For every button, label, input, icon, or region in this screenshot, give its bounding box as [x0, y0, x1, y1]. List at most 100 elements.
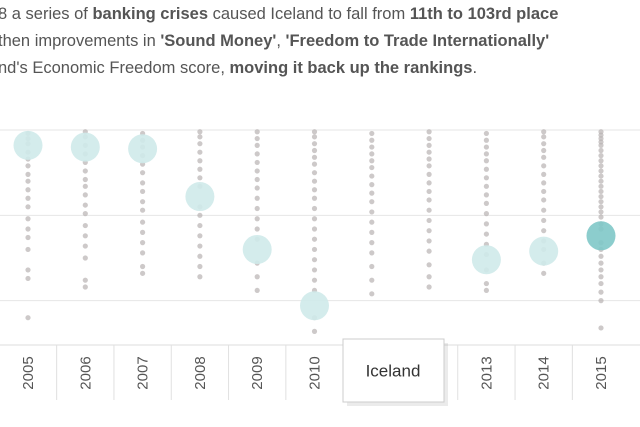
country-dot	[197, 222, 203, 229]
country-dot	[598, 158, 604, 164]
country-dot	[598, 298, 604, 304]
country-dot	[598, 193, 604, 200]
intro-segment: 'Freedom to Trade Internationally'	[286, 32, 550, 50]
country-dot	[426, 156, 432, 162]
country-dot	[82, 183, 88, 189]
country-dot	[197, 253, 203, 259]
x-tick-label: 2014	[536, 356, 553, 389]
country-dot	[25, 187, 31, 193]
country-dot	[25, 195, 31, 201]
country-dot	[426, 274, 432, 280]
country-dot	[197, 274, 203, 280]
country-dot	[598, 168, 604, 174]
country-dot	[25, 178, 31, 184]
country-dot	[483, 231, 489, 237]
country-dot	[82, 277, 88, 283]
country-dot	[254, 287, 260, 294]
country-dot	[140, 180, 146, 186]
country-dot	[541, 147, 547, 154]
country-dot	[598, 153, 604, 159]
country-dot	[598, 267, 604, 273]
highlight-dot	[300, 291, 329, 321]
country-dot	[598, 147, 604, 154]
country-dot	[25, 315, 31, 321]
country-dot	[426, 197, 432, 203]
country-dot	[426, 142, 432, 148]
country-dot	[140, 199, 146, 205]
country-dot	[598, 274, 604, 280]
intro-segment: moving it back up the rankings	[230, 59, 473, 77]
country-dot	[197, 141, 203, 147]
country-dot	[197, 158, 203, 164]
country-dot	[140, 250, 146, 256]
country-dot	[82, 211, 88, 217]
country-dot	[25, 234, 31, 241]
country-dot	[426, 180, 432, 186]
intro-segment: 'Sound Money'	[160, 32, 276, 50]
country-dot	[483, 166, 489, 172]
country-dot	[483, 183, 489, 189]
x-axis: 2005 2006 2007 2008 2009 2010 2013 2014 2015	[0, 344, 640, 400]
country-dot	[197, 263, 203, 270]
country-dot	[311, 246, 318, 253]
country-dot	[369, 182, 375, 188]
country-dot	[369, 209, 375, 215]
country-dot	[254, 135, 260, 142]
country-dot	[197, 212, 203, 218]
highlight-dot	[586, 221, 616, 251]
country-dot	[140, 170, 146, 176]
intro-text: 8 a series of banking crises caused Icel…	[0, 5, 558, 77]
country-dot	[197, 175, 203, 181]
country-dot	[311, 195, 318, 201]
country-dot	[311, 277, 318, 283]
country-dot	[426, 238, 432, 244]
country-dot	[483, 158, 489, 164]
country-dot	[541, 134, 547, 140]
country-dot	[82, 255, 88, 261]
country-dot	[598, 289, 604, 295]
country-dot	[483, 192, 489, 198]
country-dot	[254, 142, 260, 148]
country-dot	[598, 188, 604, 195]
country-dot	[426, 207, 432, 213]
country-dot	[140, 229, 146, 235]
x-tick-label: 2008	[192, 356, 209, 389]
country-dot	[197, 134, 203, 140]
country-dot	[369, 250, 375, 256]
country-dot	[25, 246, 31, 253]
country-dot	[82, 202, 88, 208]
country-dot	[598, 173, 604, 179]
country-dot	[541, 163, 547, 169]
country-dot	[598, 204, 604, 210]
country-dot	[483, 200, 489, 206]
country-dot	[598, 209, 604, 215]
country-dot	[426, 149, 432, 155]
country-dot	[598, 280, 604, 287]
country-dot	[426, 248, 432, 254]
country-dot	[483, 280, 489, 287]
country-dot	[197, 233, 203, 239]
country-dot	[483, 175, 489, 181]
country-dot	[311, 236, 318, 242]
country-dot	[426, 171, 432, 177]
country-dot	[197, 129, 203, 135]
country-dot	[598, 142, 604, 148]
country-dot	[598, 260, 604, 266]
country-dot	[140, 207, 146, 213]
country-dot	[25, 204, 31, 210]
highlight-dot	[242, 234, 272, 264]
country-dot	[140, 240, 146, 246]
country-dot	[311, 154, 318, 160]
country-dot	[541, 154, 547, 160]
country-dot	[541, 228, 547, 234]
intro-line: 8 a series of banking crises caused Icel…	[0, 5, 558, 23]
country-dot	[426, 163, 432, 169]
country-dot	[598, 199, 604, 205]
country-dot	[254, 274, 260, 280]
country-dot	[369, 229, 375, 235]
country-dot	[541, 188, 547, 195]
country-dot	[197, 149, 203, 155]
country-dot	[311, 129, 318, 135]
x-tick-label: 2005	[20, 356, 37, 389]
